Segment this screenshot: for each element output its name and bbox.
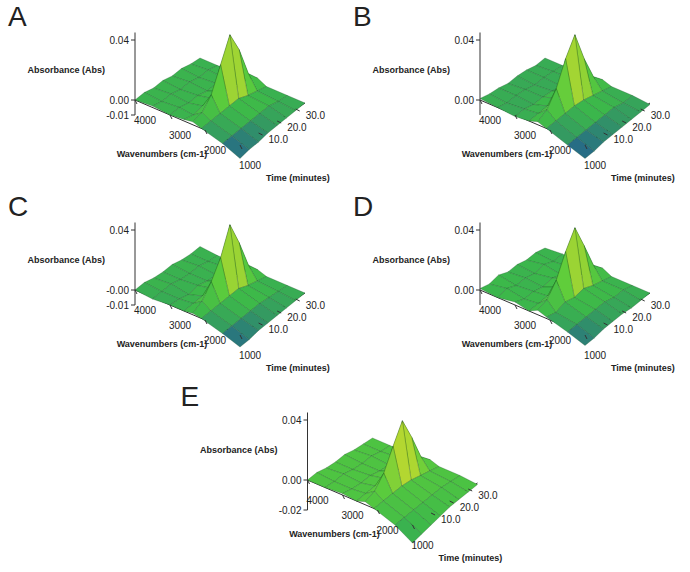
svg-text:30.0: 30.0 xyxy=(651,110,671,121)
svg-text:Time (minutes): Time (minutes) xyxy=(266,363,330,373)
svg-text:30.0: 30.0 xyxy=(306,300,326,311)
svg-text:Absorbance (Abs): Absorbance (Abs) xyxy=(372,65,450,75)
svg-text:1000: 1000 xyxy=(584,350,607,361)
svg-text:-0.02: -0.02 xyxy=(279,505,302,516)
svg-text:4000: 4000 xyxy=(134,115,157,126)
svg-text:10.0: 10.0 xyxy=(614,134,634,145)
svg-text:2000: 2000 xyxy=(376,524,399,536)
svg-text:Absorbance (Abs): Absorbance (Abs) xyxy=(27,255,105,265)
svg-text:Wavenumbers (cm-1): Wavenumbers (cm-1) xyxy=(117,339,208,349)
svg-text:Wavenumbers (cm-1): Wavenumbers (cm-1) xyxy=(289,529,380,539)
svg-text:4000: 4000 xyxy=(479,115,502,126)
svg-text:10.0: 10.0 xyxy=(441,514,461,525)
svg-text:Time (minutes): Time (minutes) xyxy=(266,173,330,183)
svg-text:1000: 1000 xyxy=(239,350,262,361)
svg-text:0.04: 0.04 xyxy=(110,225,130,236)
svg-text:3000: 3000 xyxy=(169,320,192,331)
svg-text:1000: 1000 xyxy=(239,160,262,171)
svg-text:D: D xyxy=(353,191,373,222)
svg-text:-0.00: -0.00 xyxy=(106,285,129,296)
svg-text:Wavenumbers (cm-1): Wavenumbers (cm-1) xyxy=(462,149,553,159)
svg-text:3000: 3000 xyxy=(341,510,364,521)
svg-text:1000: 1000 xyxy=(584,160,607,171)
svg-text:0.04: 0.04 xyxy=(455,35,475,46)
svg-text:0.04: 0.04 xyxy=(282,415,302,426)
svg-text:-0.01: -0.01 xyxy=(106,110,129,121)
svg-text:3000: 3000 xyxy=(514,130,537,141)
svg-text:2000: 2000 xyxy=(548,334,572,346)
svg-text:1000: 1000 xyxy=(411,540,434,551)
svg-text:30.0: 30.0 xyxy=(478,490,498,501)
svg-text:Absorbance (Abs): Absorbance (Abs) xyxy=(27,65,105,75)
svg-text:Time (minutes): Time (minutes) xyxy=(611,363,675,373)
svg-text:0.04: 0.04 xyxy=(455,225,475,236)
svg-text:Wavenumbers (cm-1): Wavenumbers (cm-1) xyxy=(462,339,553,349)
svg-text:10.0: 10.0 xyxy=(269,134,289,145)
svg-text:20.0: 20.0 xyxy=(460,502,480,513)
svg-text:Time (minutes): Time (minutes) xyxy=(439,553,503,563)
svg-text:2000: 2000 xyxy=(203,144,227,156)
svg-text:B: B xyxy=(353,1,372,32)
svg-text:20.0: 20.0 xyxy=(632,122,652,133)
svg-text:20.0: 20.0 xyxy=(287,312,307,323)
svg-text:Wavenumbers (cm-1): Wavenumbers (cm-1) xyxy=(117,149,208,159)
svg-text:3000: 3000 xyxy=(514,320,537,331)
svg-text:2000: 2000 xyxy=(548,144,572,156)
svg-text:0.00: 0.00 xyxy=(455,285,475,296)
svg-text:E: E xyxy=(181,381,200,412)
svg-text:4000: 4000 xyxy=(306,495,329,506)
svg-text:Absorbance (Abs): Absorbance (Abs) xyxy=(200,445,278,455)
svg-text:0.04: 0.04 xyxy=(110,35,130,46)
svg-text:0.00: 0.00 xyxy=(455,95,475,106)
svg-text:0.00: 0.00 xyxy=(282,475,302,486)
svg-text:-0.01: -0.01 xyxy=(106,300,129,311)
svg-text:20.0: 20.0 xyxy=(287,122,307,133)
svg-text:Absorbance (Abs): Absorbance (Abs) xyxy=(372,255,450,265)
svg-text:C: C xyxy=(8,191,28,222)
svg-text:2000: 2000 xyxy=(203,334,227,346)
svg-text:4000: 4000 xyxy=(134,305,157,316)
svg-text:3000: 3000 xyxy=(169,130,192,141)
svg-text:30.0: 30.0 xyxy=(651,300,671,311)
svg-text:10.0: 10.0 xyxy=(269,324,289,335)
svg-text:0.00: 0.00 xyxy=(110,95,130,106)
svg-text:20.0: 20.0 xyxy=(632,312,652,323)
svg-text:A: A xyxy=(8,1,27,32)
svg-text:10.0: 10.0 xyxy=(614,324,634,335)
svg-text:Time (minutes): Time (minutes) xyxy=(611,173,675,183)
svg-text:4000: 4000 xyxy=(479,305,502,316)
svg-text:30.0: 30.0 xyxy=(306,110,326,121)
